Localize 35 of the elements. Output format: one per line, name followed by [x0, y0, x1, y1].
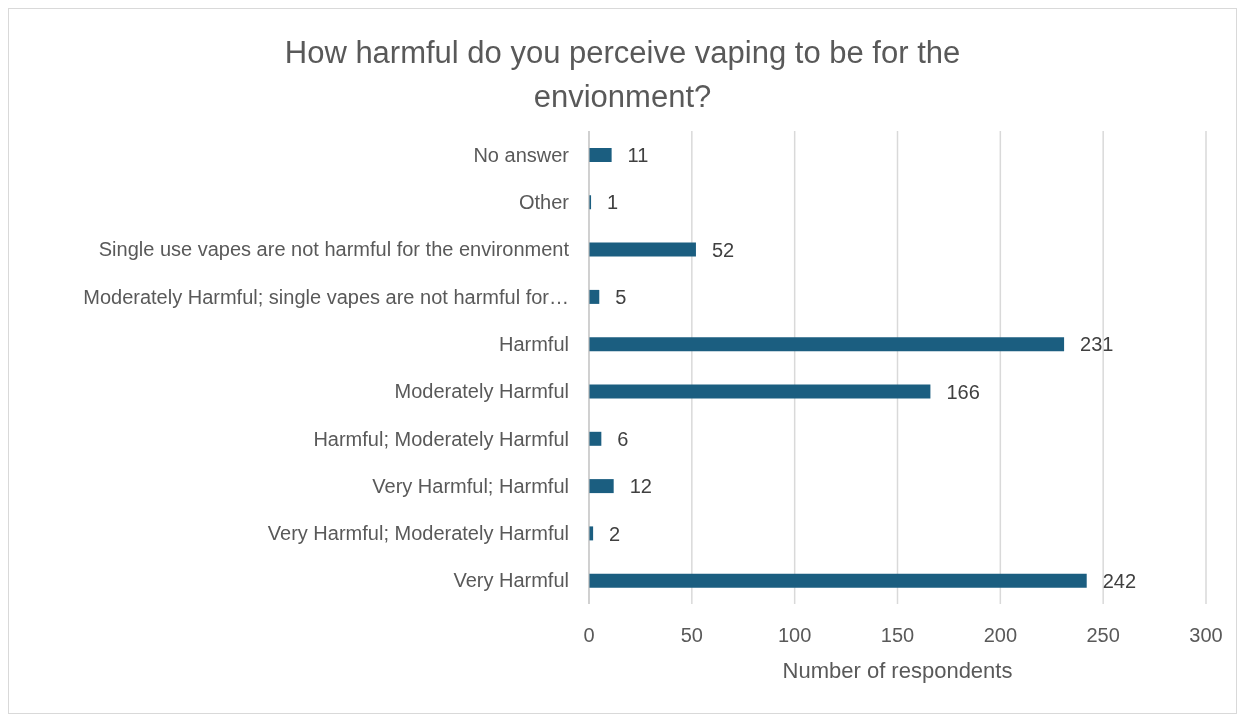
- data-label: 6: [617, 427, 629, 450]
- data-label: 52: [711, 238, 735, 261]
- x-tick-label: 0: [583, 624, 595, 647]
- data-label: 231: [1080, 333, 1114, 356]
- bar: [589, 479, 614, 494]
- x-tick-label: 150: [880, 624, 915, 647]
- y-tick-label: Harmful: [498, 332, 569, 355]
- bar: [589, 384, 931, 399]
- bar: [589, 242, 696, 257]
- y-tick-label: Moderately Harmful; single vapes are not harmful for…: [83, 285, 569, 308]
- bar: [589, 573, 1087, 588]
- x-tick-label: 300: [1189, 624, 1223, 647]
- y-tick-label: Very Harmful: [453, 569, 569, 592]
- x-tick-label: 100: [777, 624, 812, 647]
- data-label: 12: [629, 475, 652, 498]
- x-tick-label: 250: [1086, 624, 1120, 647]
- y-tick-label: Very Harmful; Moderately Harmful: [267, 522, 569, 545]
- y-tick-label: Single use vapes are not harmful for the environment: [98, 238, 570, 261]
- y-tick-label: Moderately Harmful: [394, 380, 569, 403]
- data-label: 5: [615, 286, 627, 308]
- y-tick-label: No answer: [473, 143, 570, 166]
- y-tick-label: Harmful; Moderately Harmful: [313, 427, 569, 450]
- y-tick-label: Other: [518, 191, 570, 214]
- data-label: 242: [1102, 569, 1137, 592]
- bar: [589, 148, 612, 162]
- data-label: 1: [607, 191, 619, 214]
- x-axis-title: Number of respondents: [782, 658, 1013, 683]
- data-label: 166: [946, 380, 980, 403]
- bar: [589, 337, 1065, 352]
- data-label: 2: [609, 522, 621, 545]
- x-tick-label: 200: [983, 624, 1018, 647]
- chart-title: How harmful do you perceive vaping to be for the envionment?: [283, 34, 962, 116]
- y-tick-label: Very Harmful; Harmful: [372, 474, 569, 497]
- data-label: 11: [627, 144, 649, 167]
- x-tick-label: 50: [680, 624, 703, 647]
